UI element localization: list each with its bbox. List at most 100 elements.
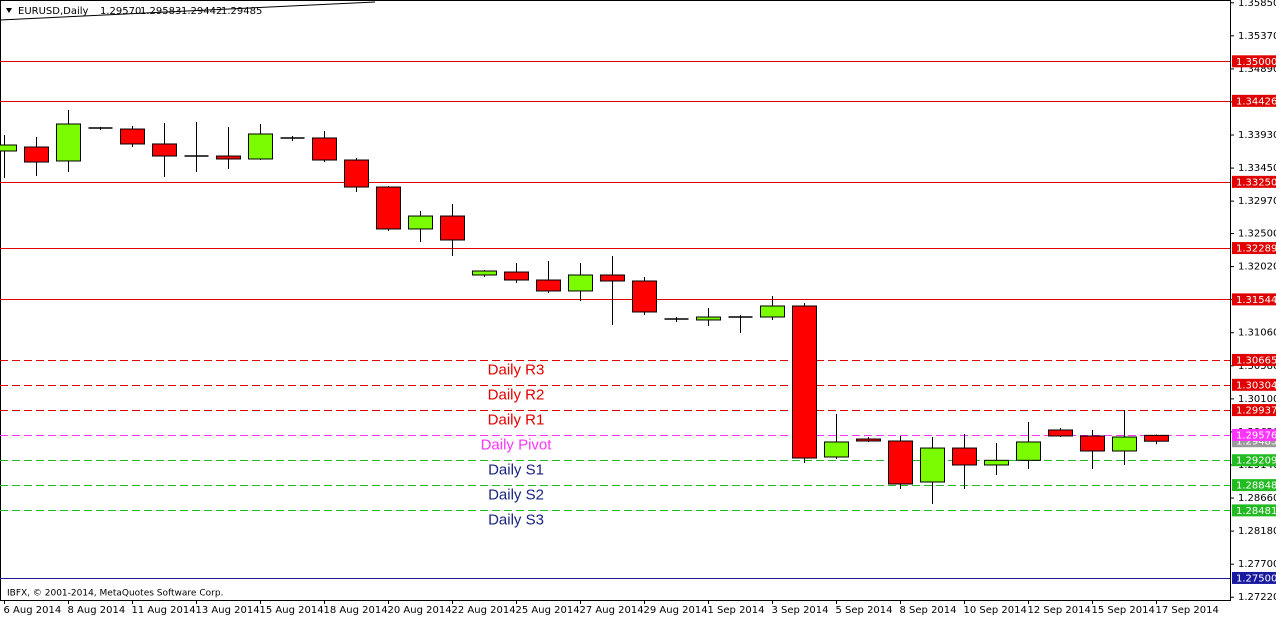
body xyxy=(824,441,849,458)
candles xyxy=(0,110,1169,505)
y-tick-label: 1.35370 xyxy=(1238,31,1276,42)
body xyxy=(312,137,337,161)
level-label: 1.29937 xyxy=(1236,406,1276,417)
body xyxy=(1112,436,1137,452)
level-name: Daily R1 xyxy=(488,411,545,428)
y-tick-label: 1.31060 xyxy=(1238,328,1276,339)
level-label: 1.29576 xyxy=(1236,430,1276,441)
body xyxy=(472,270,497,276)
level-name: Daily Pivot xyxy=(481,436,553,453)
header-value: 1.29570 xyxy=(100,6,141,17)
body xyxy=(1080,435,1105,452)
level-label-box xyxy=(1232,479,1276,492)
x-tick-label: 11 Aug 2014 xyxy=(132,605,196,616)
level-label-box xyxy=(1232,353,1276,366)
body xyxy=(152,143,177,157)
level-name: Daily S3 xyxy=(488,511,544,528)
y-tick-label: 1.28660 xyxy=(1238,493,1276,504)
y-tick-label: 1.33450 xyxy=(1238,163,1276,174)
level-name: Daily S1 xyxy=(488,461,544,478)
y-tick-label: 1.32970 xyxy=(1238,196,1276,207)
level-label-box xyxy=(1232,504,1276,517)
level-label: 1.27500 xyxy=(1236,573,1276,584)
body xyxy=(120,128,145,145)
x-tick-label: 3 Sep 2014 xyxy=(772,605,829,616)
level-labels: 1.29485 1.35000 1.34426 1.33250 1.32289 1.315… xyxy=(1232,55,1276,584)
level-label: 1.33250 xyxy=(1236,177,1276,188)
level-label-box xyxy=(1232,454,1276,467)
header-value: 1.29485 xyxy=(221,6,262,17)
y-tick-label: 1.27220 xyxy=(1238,592,1276,603)
body xyxy=(568,274,593,292)
y-tick-label: 1.27700 xyxy=(1238,559,1276,570)
x-tick-label: 22 Aug 2014 xyxy=(452,605,516,616)
x-tick-label: 15 Sep 2014 xyxy=(1092,605,1155,616)
level-label-box xyxy=(1232,242,1276,255)
y-tick-label: 1.30580 xyxy=(1238,361,1276,372)
body xyxy=(632,280,657,313)
x-tick-label: 17 Sep 2014 xyxy=(1156,605,1219,616)
plot-frame xyxy=(0,0,1231,601)
x-tick-label: 15 Aug 2014 xyxy=(260,605,324,616)
x-tick-label: 13 Aug 2014 xyxy=(196,605,260,616)
body xyxy=(1144,434,1169,442)
x-tick-label: 27 Aug 2014 xyxy=(580,605,644,616)
level-label: 1.30665 xyxy=(1236,355,1276,366)
y-tick-label: 1.28180 xyxy=(1238,526,1276,537)
x-tick-label: 29 Aug 2014 xyxy=(644,605,708,616)
y-tick-label: 1.30100 xyxy=(1238,394,1276,405)
body xyxy=(792,305,817,459)
body xyxy=(696,316,721,321)
body xyxy=(248,133,273,160)
body xyxy=(408,215,433,230)
level-label: 1.34426 xyxy=(1236,96,1276,107)
x-tick-label: 12 Sep 2014 xyxy=(1028,605,1091,616)
level-name: Daily R2 xyxy=(488,386,545,403)
level-label-box xyxy=(1232,293,1276,306)
level-label-box xyxy=(1232,571,1276,584)
y-tick-label: 1.32500 xyxy=(1238,229,1276,240)
body xyxy=(440,215,465,241)
body xyxy=(952,447,977,466)
bid-label: 1.29485 xyxy=(1236,437,1276,448)
chart-title: EURUSD,Daily xyxy=(18,6,89,17)
x-tick-label: 8 Aug 2014 xyxy=(68,605,126,616)
level-label-box xyxy=(1232,175,1276,188)
menu-arrow[interactable] xyxy=(6,8,12,13)
level-label: 1.28481 xyxy=(1236,506,1276,517)
level-label: 1.35000 xyxy=(1236,57,1276,68)
x-tick-label: 18 Aug 2014 xyxy=(324,605,388,616)
level-label-box xyxy=(1232,428,1276,441)
body xyxy=(920,447,945,483)
level-label-box xyxy=(1232,404,1276,417)
level-label-box xyxy=(1232,378,1276,391)
x-tick-label: 8 Sep 2014 xyxy=(900,605,957,616)
body xyxy=(376,186,401,230)
level-name: Daily R3 xyxy=(488,361,545,378)
body xyxy=(56,123,81,162)
body xyxy=(600,274,625,282)
level-label: 1.31544 xyxy=(1236,295,1276,306)
x-tick-label: 5 Sep 2014 xyxy=(836,605,893,616)
body xyxy=(856,438,881,442)
body xyxy=(24,146,49,163)
y-tick-label: 1.35850 xyxy=(1238,0,1276,9)
y-tick-label: 1.34890 xyxy=(1238,64,1276,75)
x-tick-label: 25 Aug 2014 xyxy=(516,605,580,616)
body xyxy=(216,155,241,160)
body xyxy=(504,271,529,281)
body xyxy=(1048,429,1073,437)
x-tick-label: 20 Aug 2014 xyxy=(388,605,452,616)
body xyxy=(888,440,913,485)
level-label: 1.28848 xyxy=(1236,481,1276,492)
x-tick-label: 1 Sep 2014 xyxy=(708,605,765,616)
level-label: 1.30304 xyxy=(1236,380,1276,391)
level-label-box xyxy=(1232,55,1276,68)
header-value: 1.29442 xyxy=(181,6,222,17)
trend-line xyxy=(0,1,376,21)
level-label: 1.29209 xyxy=(1236,456,1276,467)
body xyxy=(760,305,785,318)
level-name: Daily S2 xyxy=(488,486,544,503)
copyright: IBFX, © 2001-2014, MetaQuotes Software C… xyxy=(7,589,223,599)
